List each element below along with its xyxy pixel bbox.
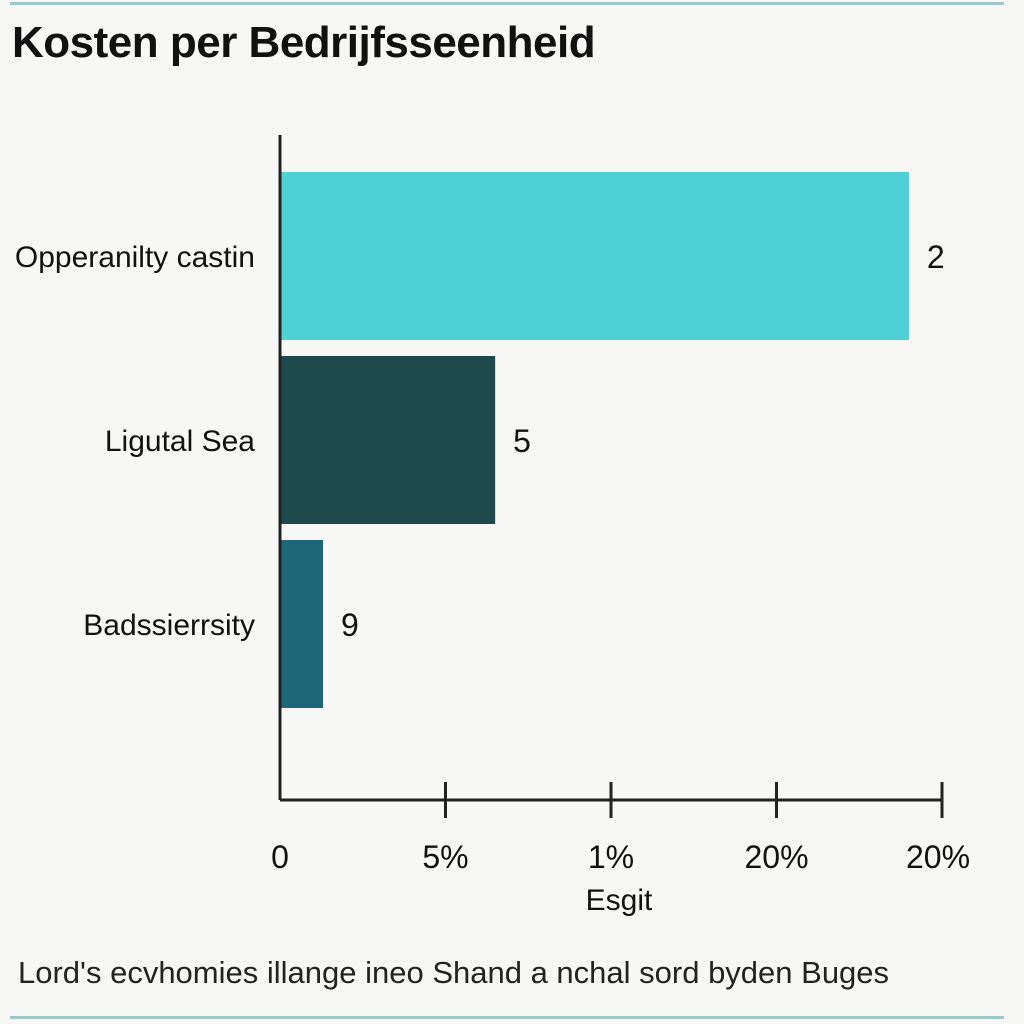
data-label: 9 — [341, 607, 359, 643]
chart-title: Kosten per Bedrijfsseenheid — [12, 18, 596, 67]
data-label: 5 — [513, 423, 531, 459]
category-label: Opperanilty castin — [15, 241, 255, 274]
x-axis-label: Esgit — [586, 884, 653, 917]
x-tick-label: 1% — [588, 839, 634, 875]
bar-1 — [280, 172, 909, 340]
x-tick-label: 20% — [906, 839, 970, 875]
category-label: Ligutal Sea — [105, 425, 255, 458]
chart-caption: Lord's ecvhomies illange ineo Shand a nc… — [18, 955, 890, 990]
bar-3 — [280, 540, 324, 708]
category-label: Badssierrsity — [83, 609, 255, 642]
data-label: 2 — [927, 239, 945, 275]
x-tick-label: 5% — [422, 839, 468, 875]
bottom-rule — [10, 1016, 1004, 1019]
top-rule — [10, 2, 1004, 5]
x-tick-label: 0 — [271, 839, 289, 875]
x-tick-label: 20% — [744, 839, 808, 875]
bar-2 — [280, 356, 496, 524]
